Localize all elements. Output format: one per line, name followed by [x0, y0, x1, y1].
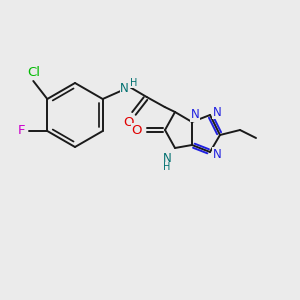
Text: N: N: [213, 106, 221, 118]
Text: N: N: [120, 82, 129, 95]
Text: H: H: [163, 162, 171, 172]
Text: N: N: [190, 109, 200, 122]
Text: N: N: [163, 152, 171, 164]
Text: O: O: [132, 124, 142, 136]
Text: O: O: [124, 116, 134, 130]
Text: F: F: [17, 124, 25, 137]
Text: N: N: [213, 148, 221, 160]
Text: Cl: Cl: [27, 67, 40, 80]
Text: H: H: [130, 78, 137, 88]
